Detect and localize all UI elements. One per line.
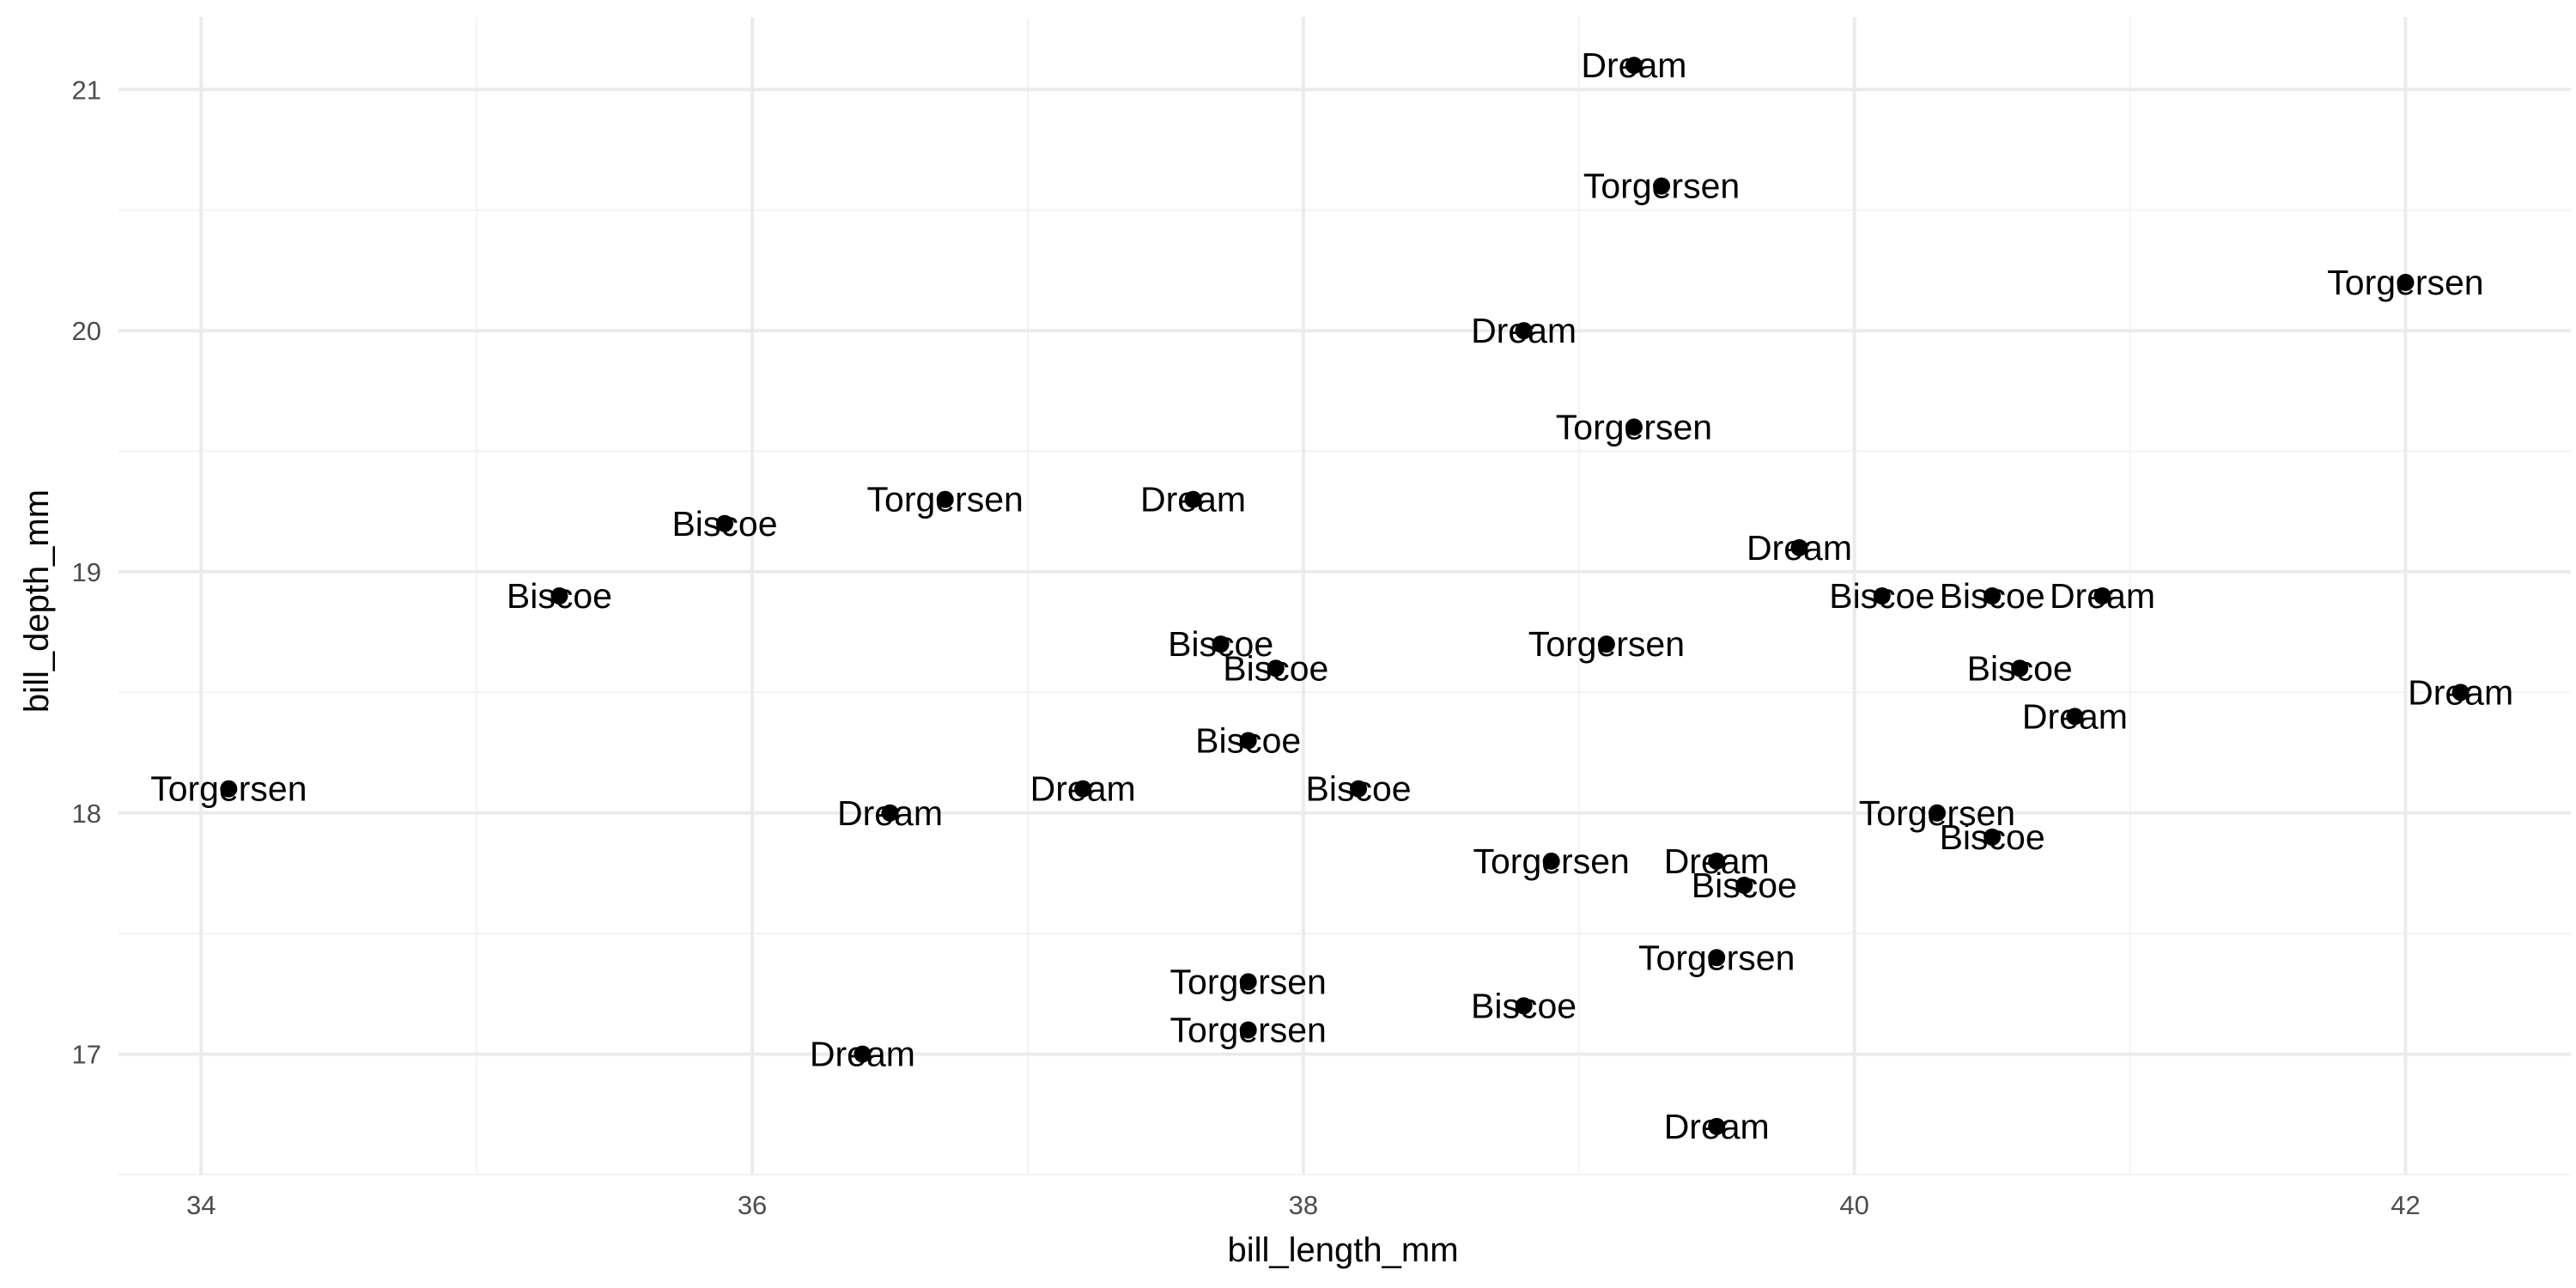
data-point [1625,418,1643,436]
x-axis-tick-labels: 34 36 38 40 42 [186,1190,2421,1220]
data-point [1074,780,1092,798]
data-point [2011,659,2029,677]
data-point [2093,587,2111,605]
point-label: Dream [1664,841,1770,881]
data-point [1873,587,1891,605]
point-label: Biscoe [1940,817,2045,857]
point-label: Torgersen [1170,962,1327,1001]
x-axis-title: bill_length_mm [1227,1231,1458,1269]
x-tick-label: 34 [186,1190,216,1220]
x-tick-label: 40 [1839,1190,1868,1220]
point-label: Biscoe [1168,624,1273,664]
point-label: Biscoe [1967,648,2073,688]
point-label: Dream [1140,480,1246,519]
point-label: Torgersen [1170,1011,1327,1050]
data-point [1515,322,1533,340]
point-label: Biscoe [671,504,777,544]
point-label: Biscoe [1829,576,1935,616]
point-label: Dream [1581,46,1686,85]
point-label: Biscoe [1471,986,1577,1025]
data-point [1984,828,2002,846]
data-point [1708,1117,1726,1135]
y-tick-label: 20 [72,316,101,346]
point-label: Dream [2408,672,2513,712]
data-point [1212,635,1230,653]
data-point [881,804,899,822]
point-label: Biscoe [1692,866,1797,905]
data-point [1790,538,1808,556]
point-label: Dream [1030,769,1136,809]
y-axis-tick-labels: 17 18 19 20 21 [72,75,101,1069]
y-axis-title: bill_depth_mm [18,489,56,713]
point-label: Dream [2050,576,2155,616]
point-label: Dream [1747,528,1852,568]
point-label: Torgersen [1583,167,1740,206]
data-point [220,780,238,798]
point-label: Torgersen [1859,793,2015,833]
data-point [1708,852,1726,870]
point-label: Biscoe [507,576,612,616]
point-label: Torgersen [1556,407,1712,447]
point-label: Biscoe [1195,721,1301,761]
data-point [1239,973,1257,991]
data-point [1239,732,1257,750]
data-point [2397,273,2415,291]
point-label: Dream [1664,1107,1770,1146]
point-label: Torgersen [867,480,1024,519]
y-tick-label: 17 [72,1040,101,1070]
x-tick-label: 42 [2391,1190,2420,1220]
data-point [1597,635,1615,653]
point-labels: DreamTorgersenTorgersenDreamTorgersenBis… [150,46,2513,1146]
data-point [1735,877,1753,894]
point-label: Torgersen [150,769,307,809]
y-tick-label: 21 [72,75,101,105]
data-point [1653,177,1671,195]
data-point [1625,57,1643,75]
data-point [854,1045,872,1063]
data-point [1984,587,2002,605]
data-point [1708,949,1726,967]
point-label: Biscoe [1940,576,2045,616]
data-point [1239,1021,1257,1039]
point-label: Torgersen [1473,841,1630,881]
point-label: Torgersen [1638,938,1795,977]
point-label: Biscoe [1223,648,1328,688]
point-label: Dream [1471,311,1577,350]
y-tick-label: 18 [72,799,101,829]
data-point [1542,852,1560,870]
point-label: Dream [2022,696,2128,736]
minor-gridlines [118,17,2571,1176]
data-point [550,587,568,605]
point-label: Biscoe [1306,769,1412,809]
point-label: Dream [810,1035,915,1074]
x-tick-label: 38 [1289,1190,1318,1220]
data-point [1267,659,1285,677]
point-label: Torgersen [1528,624,1685,664]
data-point [1184,490,1202,508]
data-point [936,490,954,508]
major-gridlines [118,17,2571,1175]
y-tick-label: 19 [72,557,101,587]
data-point [2066,708,2084,726]
data-point [2451,683,2470,702]
data-point [1928,804,1946,822]
x-tick-label: 36 [738,1190,767,1220]
data-point [1515,997,1533,1015]
data-point [1350,780,1368,798]
data-point [715,514,733,532]
data-points [220,57,2470,1135]
point-label: Dream [837,793,943,833]
point-label: Torgersen [2327,263,2483,302]
